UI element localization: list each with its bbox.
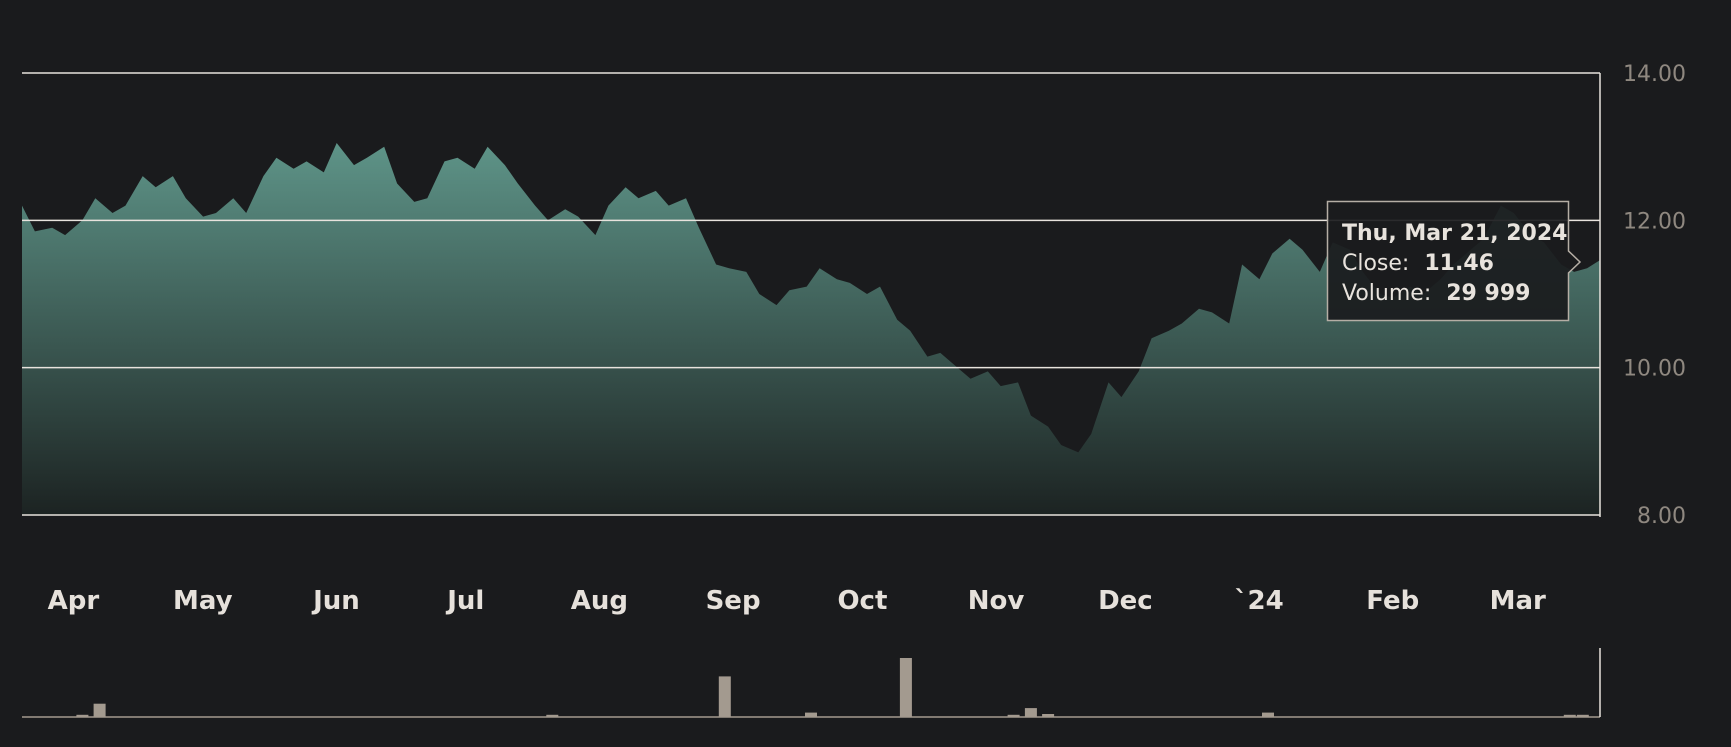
price-area xyxy=(22,143,1600,515)
y-axis-ticks: 8.00 10.00 12.00 14.00 xyxy=(1623,62,1686,529)
tooltip-volume-label: Volume: xyxy=(1342,281,1431,306)
x-tick-label: May xyxy=(173,586,233,616)
volume-bars xyxy=(22,648,1601,718)
x-tick-label: Dec xyxy=(1098,586,1153,616)
volume-bar xyxy=(76,714,89,717)
y-tick-label: 14.00 xyxy=(1623,62,1686,87)
tooltip-volume-row: Volume: 29 999 xyxy=(1342,281,1530,306)
x-tick-label: Feb xyxy=(1366,586,1419,616)
x-tick-label: `24 xyxy=(1234,586,1283,616)
y-tick-label: 12.00 xyxy=(1623,209,1686,234)
volume-bar xyxy=(1042,714,1055,717)
volume-bar xyxy=(805,712,817,717)
y-tick-label: 8.00 xyxy=(1637,504,1686,529)
gridlines xyxy=(22,72,1601,517)
x-tick-label: Sep xyxy=(706,586,761,616)
volume-bar xyxy=(1007,714,1020,717)
tooltip-volume-value: 29 999 xyxy=(1446,281,1530,306)
price-area-layer xyxy=(22,143,1600,515)
x-tick-label: Jun xyxy=(311,586,360,616)
volume-bar xyxy=(1262,712,1274,717)
x-tick-label: Jul xyxy=(445,586,484,616)
y-tick-label: 10.00 xyxy=(1623,357,1686,382)
tooltip-close-label: Close: xyxy=(1342,251,1409,276)
x-tick-label: Apr xyxy=(48,586,100,616)
x-tick-label: Aug xyxy=(571,586,628,616)
tooltip-close-row: Close: 11.46 xyxy=(1342,251,1494,276)
volume-bar xyxy=(1024,708,1037,717)
volume-bar xyxy=(1576,714,1589,717)
volume-bar xyxy=(1563,714,1576,717)
price-tooltip: Thu, Mar 21, 2024 Close: 11.46 Volume: 2… xyxy=(1326,200,1582,322)
x-tick-label: Nov xyxy=(968,586,1025,616)
tooltip-close-value: 11.46 xyxy=(1424,251,1494,276)
volume-bar xyxy=(546,714,559,717)
x-axis-ticks: Apr May Jun Jul Aug Sep Oct Nov Dec `24 Feb Mar xyxy=(48,586,1546,616)
tooltip-date: Thu, Mar 21, 2024 xyxy=(1342,221,1567,246)
tooltip-box xyxy=(1326,200,1582,322)
x-tick-label: Oct xyxy=(837,586,887,616)
volume-bar xyxy=(93,703,106,717)
volume-bar xyxy=(899,658,912,717)
x-tick-label: Mar xyxy=(1490,586,1546,616)
volume-bar xyxy=(718,676,731,717)
